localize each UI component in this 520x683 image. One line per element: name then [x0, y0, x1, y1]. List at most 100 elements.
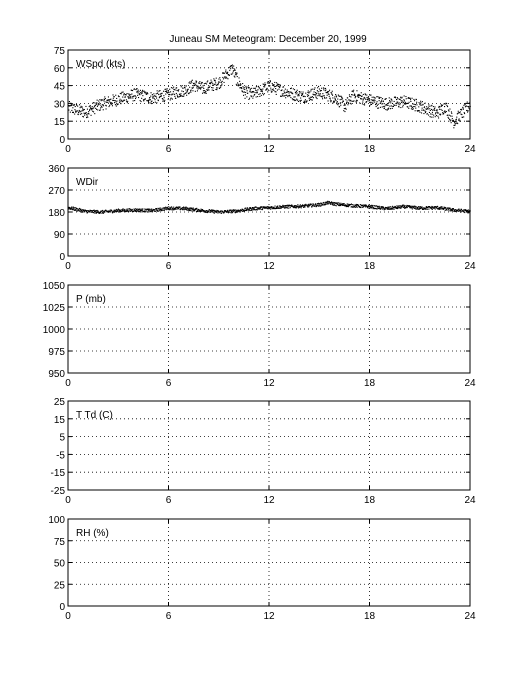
- data-point: [328, 93, 330, 95]
- data-point: [260, 90, 262, 92]
- data-point: [354, 97, 356, 99]
- data-point: [249, 207, 251, 209]
- data-point: [222, 211, 224, 213]
- data-point: [326, 94, 328, 96]
- data-point: [278, 207, 280, 209]
- data-point: [317, 205, 319, 207]
- data-point: [103, 211, 105, 213]
- data-point: [122, 100, 124, 102]
- data-point: [154, 210, 156, 212]
- data-point: [351, 204, 353, 206]
- data-point: [281, 89, 283, 91]
- data-point: [335, 95, 337, 97]
- data-point: [139, 211, 141, 213]
- data-point: [115, 210, 117, 212]
- data-point: [351, 100, 353, 102]
- data-point: [145, 92, 147, 94]
- data-point: [440, 104, 442, 106]
- data-point: [441, 104, 443, 106]
- data-point: [191, 208, 193, 210]
- data-point: [457, 210, 459, 212]
- data-point: [158, 210, 160, 212]
- data-point: [79, 107, 81, 109]
- data-point: [389, 100, 391, 102]
- data-point: [195, 80, 197, 82]
- data-point: [300, 206, 302, 208]
- data-point: [281, 206, 283, 208]
- data-point: [103, 100, 105, 102]
- panel-label: WSpd (kts): [76, 59, 125, 70]
- data-point: [234, 69, 236, 71]
- data-point: [325, 201, 327, 203]
- data-point: [459, 120, 461, 122]
- data-point: [322, 204, 324, 206]
- data-point: [223, 81, 225, 83]
- data-point: [410, 205, 412, 207]
- data-point: [224, 77, 226, 79]
- data-point: [220, 86, 222, 88]
- data-point: [255, 96, 257, 98]
- data-point: [122, 96, 124, 98]
- data-point: [242, 210, 244, 212]
- data-point: [82, 115, 84, 117]
- data-point: [333, 100, 335, 102]
- data-point: [334, 204, 336, 206]
- data-point: [389, 105, 391, 107]
- data-point: [313, 204, 315, 206]
- data-point: [276, 207, 278, 209]
- y-tick-label: 75: [54, 537, 66, 548]
- data-point: [109, 211, 111, 213]
- data-point: [160, 95, 162, 97]
- data-point: [417, 208, 419, 210]
- data-point: [290, 205, 292, 207]
- data-point: [173, 86, 175, 88]
- data-point: [186, 208, 188, 210]
- data-point: [264, 86, 266, 88]
- data-point: [200, 208, 202, 210]
- data-point: [151, 94, 153, 96]
- data-point: [123, 99, 125, 101]
- data-point: [299, 92, 301, 94]
- data-point: [77, 105, 79, 107]
- data-point: [256, 91, 258, 93]
- data-point: [375, 103, 377, 105]
- data-point: [192, 87, 194, 89]
- data-point: [269, 208, 271, 210]
- data-point: [104, 101, 106, 103]
- data-point: [314, 94, 316, 96]
- data-point: [214, 210, 216, 212]
- data-point: [125, 94, 127, 96]
- data-point: [336, 101, 338, 103]
- data-point: [309, 203, 311, 205]
- data-point: [211, 89, 213, 91]
- data-point: [238, 84, 240, 86]
- data-point: [396, 207, 398, 209]
- data-point: [330, 100, 332, 102]
- data-point: [79, 113, 81, 115]
- data-point: [159, 93, 161, 95]
- x-tick-label: 12: [263, 495, 275, 506]
- data-point: [82, 110, 84, 112]
- data-point: [388, 102, 390, 104]
- data-point: [282, 93, 284, 95]
- data-point: [436, 207, 438, 209]
- data-point: [300, 99, 302, 101]
- data-point: [424, 106, 426, 108]
- data-point: [402, 206, 404, 208]
- data-point: [213, 212, 215, 214]
- data-point: [374, 97, 376, 99]
- data-point: [92, 110, 94, 112]
- data-point: [339, 203, 341, 205]
- data-point: [299, 204, 301, 206]
- data-point: [259, 207, 261, 209]
- data-point: [247, 86, 249, 88]
- data-point: [276, 206, 278, 208]
- data-point: [405, 96, 407, 98]
- data-point: [131, 208, 133, 210]
- data-point: [215, 212, 217, 214]
- data-point: [315, 203, 317, 205]
- data-point: [112, 99, 114, 101]
- data-point: [101, 106, 103, 108]
- data-point: [296, 92, 298, 94]
- data-point: [69, 207, 71, 209]
